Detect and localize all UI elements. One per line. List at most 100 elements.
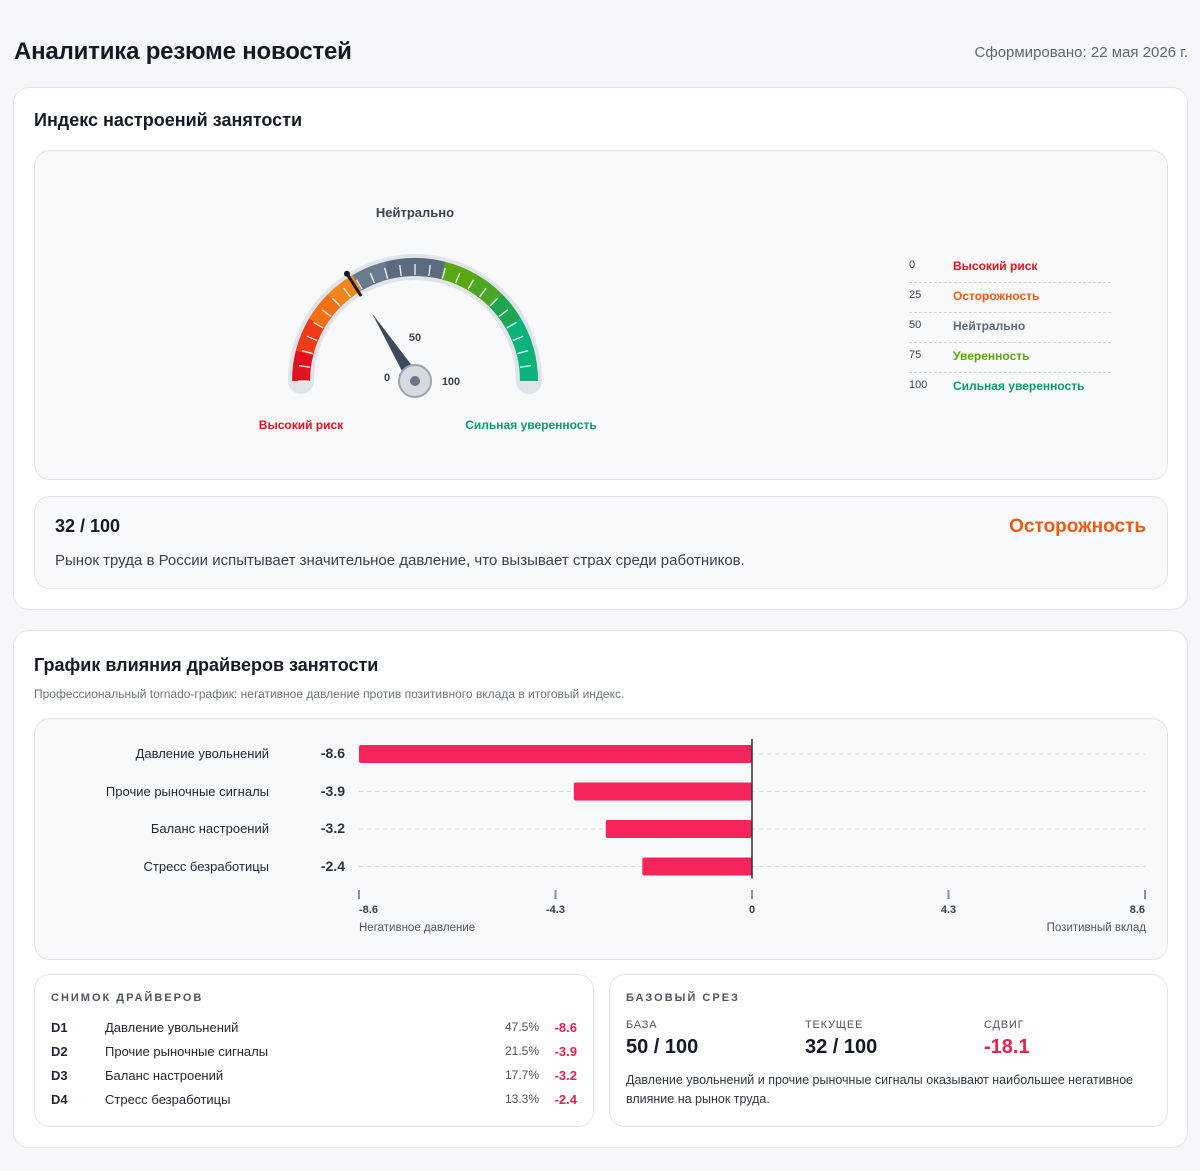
snapshot-row: D3 Баланс настроений 17.7% -3.2 — [51, 1068, 577, 1088]
driver-percent: 17.7% — [504, 1068, 539, 1082]
gauge-tick — [369, 272, 376, 284]
axis-left-caption: Негативное давление — [359, 922, 476, 934]
gauge-tick — [355, 279, 363, 290]
baseline-title: БАЗОВЫЙ СРЕЗ — [626, 992, 740, 1004]
legend-label: Уверенность — [953, 349, 1030, 363]
gauge-left-caption: Высокий риск — [259, 418, 344, 432]
gauge-tick — [489, 297, 499, 307]
gauge-tick — [517, 350, 529, 355]
driver-code: D4 — [51, 1092, 68, 1107]
gauge-tick — [478, 287, 487, 298]
gauge-tick — [498, 309, 509, 318]
gauge-tick-label: 0 — [384, 372, 390, 384]
axis-right-caption: Позитивный вклад — [1046, 922, 1146, 934]
drivers-title: График влияния драйверов занятости — [34, 655, 379, 675]
gauge-legend: 0 Высокий риск 25 Осторожность 50 Нейтра… — [909, 253, 1111, 403]
x-tick-label: -8.6 — [359, 904, 378, 916]
gauge-tick — [298, 365, 310, 368]
tornado-chart: -8.6 -4.3 0 4.3 8.6 — [358, 739, 1146, 916]
driver-value: -2.4 — [554, 1092, 577, 1107]
bar-value-label: -3.2 — [320, 820, 345, 836]
snapshot-row: D4 Стресс безработицы 13.3% -2.4 — [51, 1092, 577, 1112]
driver-code: D2 — [51, 1044, 68, 1059]
gauge-tick — [428, 264, 431, 276]
bar — [642, 857, 752, 876]
gauge-hub-center — [410, 376, 420, 386]
legend-value: 25 — [909, 289, 922, 301]
gauge-tick — [520, 365, 532, 368]
bar-value-label: -2.4 — [320, 857, 345, 874]
base-label: БАЗА — [626, 1019, 658, 1031]
current-label: ТЕКУЩЕЕ — [805, 1019, 864, 1031]
gauge-tick — [343, 287, 352, 298]
gauge-tick — [399, 264, 402, 276]
driver-code: D3 — [51, 1068, 68, 1083]
bar — [573, 782, 752, 801]
driver-percent: 13.3% — [504, 1092, 539, 1106]
legend-row: 75 Уверенность — [909, 343, 1111, 373]
legend-value: 75 — [909, 349, 922, 361]
driver-code: D1 — [51, 1020, 68, 1035]
driver-value: -3.9 — [554, 1044, 577, 1059]
gauge-value-marker-dot — [343, 270, 350, 277]
bar — [359, 745, 752, 763]
driver-name: Прочие рыночные сигналы — [105, 1044, 269, 1059]
score-panel: 32 / 100 Осторожность Рынок труда в Росс… — [34, 496, 1168, 589]
driver-value: -3.2 — [554, 1068, 577, 1083]
gauge-tick — [506, 321, 517, 329]
gauge-track — [288, 254, 542, 394]
driver-name: Стресс безработицы — [105, 1092, 231, 1107]
x-tick-label: -4.3 — [546, 904, 565, 916]
bar-category-label: Прочие рыночные сигналы — [105, 783, 269, 799]
driver-value: -8.6 — [554, 1020, 577, 1035]
legend-label: Высокий риск — [953, 259, 1038, 273]
legend-value: 100 — [909, 379, 928, 391]
base-value: 50 / 100 — [626, 1036, 699, 1058]
sentiment-card: Индекс настроений занятости 0 50 100 Нейтра… — [13, 87, 1188, 610]
generated-date: Сформировано: 22 мая 2026 г. — [974, 44, 1188, 61]
page-title: Аналитика резюме новостей — [14, 38, 352, 65]
baseline-description: Давление увольнений и прочие рыночные си… — [626, 1073, 1134, 1106]
gauge-top-label: Нейтрально — [376, 205, 454, 220]
legend-value: 50 — [909, 319, 922, 331]
gauge-tick — [301, 350, 313, 355]
driver-percent: 21.5% — [504, 1044, 539, 1058]
legend-row: 100 Сильная уверенность — [909, 373, 1111, 403]
legend-label: Осторожность — [953, 289, 1040, 303]
sentiment-title: Индекс настроений занятости — [34, 110, 303, 130]
gauge-tick-label: 100 — [442, 376, 460, 388]
gauge-tick — [384, 267, 389, 279]
status-badge: Осторожность — [1009, 516, 1146, 537]
gauge-tick-label: 50 — [409, 332, 421, 344]
driver-name: Давление увольнений — [105, 1020, 239, 1035]
gauge-right-caption: Сильная уверенность — [465, 418, 596, 432]
gauge-tick — [467, 279, 475, 290]
shift-value: -18.1 — [984, 1036, 1030, 1058]
tornado-panel: Давление увольнений -8.6 Прочие рыночные с… — [34, 718, 1168, 960]
bar — [605, 820, 752, 838]
gauge-tick — [454, 272, 461, 284]
gauge-tick — [313, 321, 324, 329]
legend-label: Сильная уверенность — [953, 379, 1085, 393]
current-value: 32 / 100 — [805, 1036, 878, 1058]
legend-row: 0 Высокий риск — [909, 253, 1111, 283]
legend-value: 0 — [909, 259, 916, 271]
bar-value-label: -8.6 — [320, 745, 345, 761]
bar-value-label: -3.9 — [320, 782, 345, 799]
driver-percent: 47.5% — [504, 1020, 539, 1034]
drivers-card: График влияния драйверов занятости Профе… — [13, 630, 1188, 1148]
gauge-tick — [441, 267, 446, 279]
gauge-tick — [331, 297, 341, 307]
x-tick-label: 0 — [749, 904, 755, 916]
x-tick-label: 4.3 — [941, 904, 956, 916]
bar-category-label: Стресс безработицы — [143, 858, 269, 874]
driver-name: Баланс настроений — [105, 1068, 224, 1083]
gauge-value-marker — [345, 272, 362, 297]
bar-category-label: Давление увольнений — [135, 746, 269, 761]
gauge-chart: 0 50 100 Нейтрально Высокий риск Сильная увер… — [259, 205, 597, 432]
gauge-tick — [306, 335, 318, 342]
bar-category-label: Баланс настроений — [150, 821, 269, 836]
snapshot-row: D2 Прочие рыночные сигналы 21.5% -3.9 — [51, 1044, 577, 1064]
legend-row: 25 Осторожность — [909, 283, 1111, 313]
shift-label: СДВИГ — [984, 1019, 1025, 1031]
